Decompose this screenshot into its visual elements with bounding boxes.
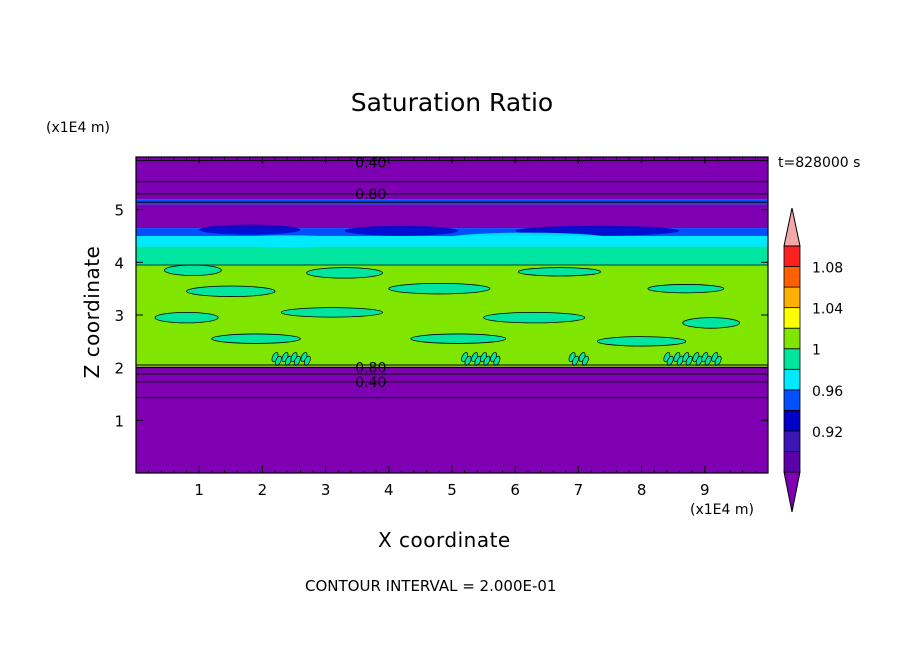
time-label: t=828000 s — [778, 155, 861, 171]
colorbar-label: 1.04 — [812, 302, 843, 318]
x-tick-label: 7 — [574, 481, 584, 499]
contour-interval-label: CONTOUR INTERVAL = 2.000E-01 — [305, 577, 557, 595]
chart-title: Saturation Ratio — [350, 88, 554, 117]
contour-layer-0 — [136, 366, 768, 473]
y-tick-label: 2 — [114, 360, 124, 378]
x-tick-label: 1 — [194, 481, 204, 499]
colorbar-label: 0.92 — [812, 425, 843, 441]
contour-label-2: 0.80 — [355, 361, 386, 377]
cloud-blob — [164, 264, 222, 276]
x-tick-label: 4 — [384, 481, 394, 499]
colorbar-swatch-9 — [783, 266, 801, 288]
x-tick-label: 2 — [258, 481, 268, 499]
colorbar-label: 1.08 — [812, 261, 843, 277]
cloud-blob — [517, 267, 601, 277]
x-tick-label: 5 — [447, 481, 457, 499]
colorbar-swatch-0 — [783, 451, 801, 473]
cloud-blob — [280, 307, 383, 318]
colorbar-swatch-10 — [783, 245, 801, 267]
colorbar-swatch-8 — [783, 286, 801, 309]
x-tick-label: 8 — [637, 481, 647, 499]
contour-layer-7 — [136, 157, 768, 200]
cloud-blob — [186, 285, 276, 297]
colorbar-swatch-5 — [783, 348, 801, 370]
y-tick-label: 1 — [114, 412, 124, 430]
x-tick-label: 9 — [700, 481, 710, 499]
contour-layer-2 — [136, 246, 768, 265]
y-tick-label: 4 — [114, 254, 124, 272]
x-axis-label: X coordinate — [378, 528, 511, 552]
cloud-blob — [596, 336, 687, 347]
contour-layer-3 — [136, 236, 768, 247]
y-tick-label: 5 — [114, 202, 124, 220]
cloud-blob — [682, 317, 740, 329]
cloud-blob — [154, 311, 219, 324]
y-tick-label: 3 — [114, 307, 124, 325]
cloud-blob — [306, 267, 383, 279]
dark-blue-patch — [199, 224, 301, 235]
contour-layer-6 — [136, 199, 768, 205]
colorbar-swatch-6 — [783, 327, 801, 350]
x-tick-label: 3 — [321, 481, 331, 499]
colorbar-label: 1 — [812, 343, 821, 359]
contour-label-3: 0.40 — [355, 375, 386, 391]
x-axis-unit: (x1E4 m) — [690, 502, 754, 518]
contour-label-0: 0.40 — [355, 155, 386, 171]
cloud-blob — [410, 333, 507, 344]
cloud-blob — [647, 284, 725, 294]
colorbar-label: 0.96 — [812, 384, 843, 400]
x-tick-label: 6 — [510, 481, 520, 499]
contour-label-1: 0.80 — [355, 187, 386, 203]
colorbar-under-arrow — [783, 471, 801, 513]
cyan-patch — [445, 232, 610, 245]
colorbar-swatch-1 — [783, 430, 801, 452]
cloud-blob — [483, 311, 586, 324]
colorbar-over-arrow — [783, 207, 801, 247]
colorbar-swatch-4 — [783, 368, 801, 391]
colorbar-swatch-3 — [783, 389, 801, 411]
contour-layer-1 — [136, 264, 768, 367]
y-axis-unit: (x1E4 m) — [46, 120, 110, 136]
cloud-blob — [211, 333, 301, 344]
dark-blue-patch — [344, 225, 459, 236]
colorbar-swatch-2 — [783, 409, 801, 432]
colorbar-swatch-7 — [783, 307, 801, 329]
cloud-blob — [388, 282, 491, 295]
cyan-patch — [218, 235, 358, 248]
contour-layer-5 — [136, 204, 768, 229]
